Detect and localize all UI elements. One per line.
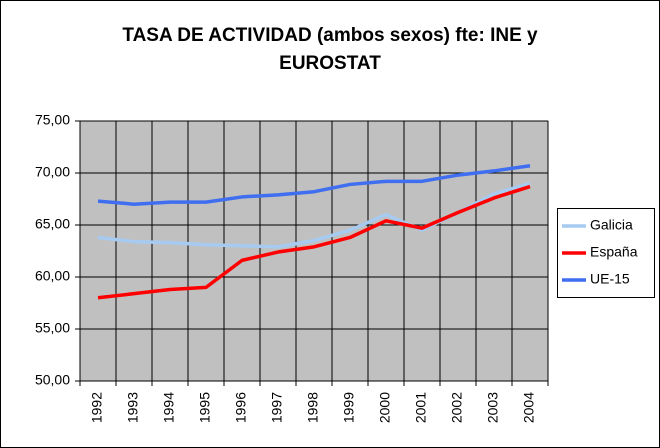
x-tick-label: 1998 [305, 392, 321, 423]
chart-title: TASA DE ACTIVIDAD (ambos sexos) fte: INE… [122, 25, 538, 46]
y-tick-label: 75,00 [35, 112, 70, 128]
y-tick-label: 70,00 [35, 164, 70, 180]
legend-label: Galicia [590, 217, 633, 233]
x-tick-label: 2004 [521, 392, 537, 423]
y-tick-label: 65,00 [35, 216, 70, 232]
x-tick-label: 1999 [341, 392, 357, 423]
x-tick-label: 2002 [449, 392, 465, 423]
x-tick-label: 1992 [89, 392, 105, 423]
x-tick-label: 1995 [197, 392, 213, 423]
x-tick-label: 2000 [377, 392, 393, 423]
y-tick-label: 55,00 [35, 320, 70, 336]
x-tick-label: 1996 [233, 392, 249, 423]
x-tick-label: 1997 [269, 392, 285, 423]
y-tick-label: 50,00 [35, 372, 70, 388]
chart-title: EUROSTAT [279, 53, 381, 74]
legend-label: UE-15 [590, 271, 630, 287]
x-tick-label: 2001 [413, 392, 429, 423]
series-line [97, 184, 531, 300]
series-line [97, 163, 531, 206]
x-tick-label: 2003 [485, 392, 501, 423]
plot-area [79, 120, 549, 382]
x-tick-label: 1993 [125, 392, 141, 423]
x-tick-label: 1994 [161, 392, 177, 423]
y-tick-label: 60,00 [35, 268, 70, 284]
legend-label: España [590, 244, 638, 260]
